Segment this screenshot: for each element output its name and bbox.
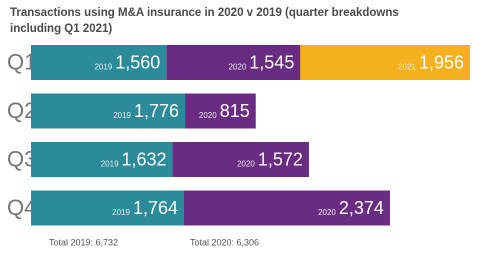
- bar-segment: [184, 190, 390, 226]
- series-label: 2020: [237, 160, 255, 169]
- series-label: 2019: [112, 208, 130, 217]
- bar-segment: [172, 142, 309, 177]
- annotation: Total 2020: 6,306: [190, 237, 259, 247]
- value-label: 1,956: [419, 52, 464, 72]
- value-label: 1,632: [122, 149, 167, 169]
- annotation: Total 2019: 6,732: [49, 237, 118, 247]
- bar-segment: [185, 93, 256, 129]
- bar-segment: [31, 45, 167, 80]
- value-label: 2,374: [339, 198, 384, 218]
- value-label: 815: [220, 101, 250, 121]
- bar-segment: [31, 142, 173, 177]
- value-label: 1,776: [134, 101, 179, 121]
- value-label: 1,764: [133, 198, 178, 218]
- series-label: 2020: [199, 111, 217, 120]
- series-label: 2019: [94, 63, 112, 72]
- chart-title: Transactions using M&A insurance in 2020…: [10, 7, 399, 35]
- value-label: 1,560: [115, 52, 160, 72]
- value-label: 1,572: [258, 149, 303, 169]
- series-label: 2019: [101, 160, 119, 169]
- value-label: 1,545: [249, 52, 294, 72]
- bar-segment: [166, 45, 301, 80]
- series-label: 2019: [113, 111, 131, 120]
- bar-segment: [31, 93, 186, 129]
- bar-segment: [31, 190, 185, 226]
- series-label: 2021: [398, 63, 416, 72]
- series-label: 2020: [228, 63, 246, 72]
- bar-segment: [300, 45, 470, 80]
- series-label: 2020: [318, 208, 336, 217]
